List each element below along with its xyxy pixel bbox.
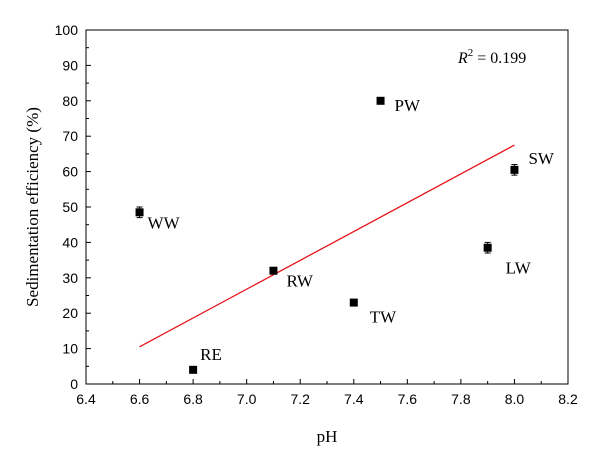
- x-tick-label: 8.2: [558, 391, 578, 407]
- plot-area: 6.4 6.6 6.8 7.0 7.2 7.4 7.6 7.8 8.0 8.2 0 10 20 30 40 5…: [55, 22, 578, 407]
- point-label-re: RE: [200, 345, 222, 364]
- x-tick-label: 7.6: [398, 391, 418, 407]
- r-squared-annotation: R2 = 0.199: [457, 47, 526, 67]
- y-tick-label: 80: [62, 93, 78, 109]
- y-tick-label: 60: [62, 164, 78, 180]
- point-label-pw: PW: [395, 96, 421, 115]
- y-tick-label: 40: [62, 234, 78, 250]
- r-squared-symbol: R: [457, 50, 468, 67]
- x-axis-label: pH: [317, 427, 338, 446]
- r-squared-value: = 0.199: [473, 50, 526, 67]
- x-tick-label: 6.6: [130, 391, 150, 407]
- x-tick-label: 7.4: [344, 391, 364, 407]
- data-point-sw: [510, 165, 519, 174]
- y-tick-label: 0: [70, 376, 78, 392]
- point-label-ww: WW: [148, 213, 181, 232]
- x-tick-label: 7.8: [451, 391, 471, 407]
- data-point-re: [189, 365, 198, 374]
- data-point-ww: [135, 208, 144, 217]
- plot-frame: [85, 29, 569, 385]
- x-tick-label: 6.8: [183, 391, 203, 407]
- point-label-sw: SW: [528, 149, 554, 168]
- point-label-lw: LW: [506, 259, 532, 278]
- data-point-tw: [349, 298, 358, 307]
- y-tick-label: 100: [55, 22, 79, 38]
- y-tick-label: 50: [62, 199, 78, 215]
- y-tick-label: 20: [62, 305, 78, 321]
- y-tick-label: 10: [62, 341, 78, 357]
- x-tick-label: 7.2: [290, 391, 310, 407]
- y-tick-label: 70: [62, 128, 78, 144]
- y-axis-label: Sedimentation efficiency (%): [23, 107, 42, 307]
- point-label-rw: RW: [286, 272, 313, 291]
- data-point-lw: [483, 243, 492, 252]
- y-tick-label: 30: [62, 270, 78, 286]
- x-tick-label: 7.0: [237, 391, 257, 407]
- point-label-tw: TW: [370, 308, 397, 327]
- data-point-pw: [376, 96, 385, 105]
- r-squared-exponent: 2: [468, 47, 474, 59]
- regression-line: [139, 144, 515, 348]
- x-tick-label: 8.0: [505, 391, 525, 407]
- y-tick-label: 90: [62, 57, 78, 73]
- x-tick-label: 6.4: [76, 391, 96, 407]
- data-point-rw: [269, 266, 278, 275]
